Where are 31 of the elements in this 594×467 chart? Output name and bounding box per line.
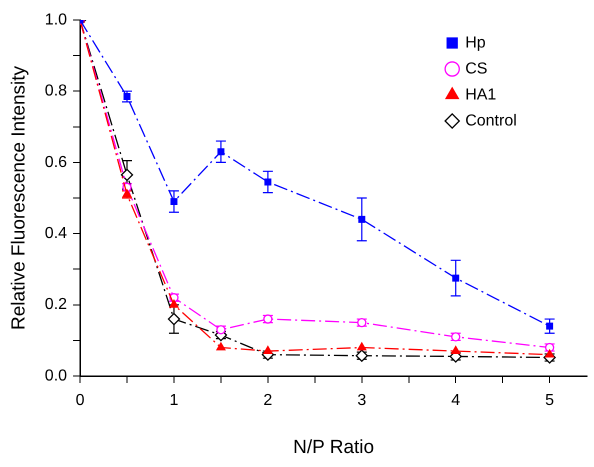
point [120, 168, 134, 182]
y-tick-label: 1.0 [44, 11, 68, 28]
legend-label: HA1 [465, 86, 496, 104]
x-tick-label: 1 [170, 392, 179, 410]
point [452, 274, 460, 282]
point [217, 148, 224, 156]
y-tick-label: 0.0 [44, 367, 68, 384]
point [169, 300, 179, 308]
x-tick-label: 0 [76, 392, 85, 410]
y-tick-label: 0.8 [44, 82, 68, 100]
x-tick-label: 5 [545, 392, 554, 410]
point [357, 342, 366, 350]
x-tick-label: 2 [263, 392, 272, 410]
point [545, 349, 554, 358]
point [216, 342, 226, 350]
y-tick-label: 0.2 [44, 296, 68, 314]
y-tick-label: 0.6 [44, 154, 68, 171]
y-tick-label: 0.4 [44, 225, 68, 242]
point [451, 346, 460, 354]
x-axis-title: N/P Ratio [293, 436, 374, 458]
legend-label: Hp [465, 34, 486, 52]
x-tick-label: 4 [451, 392, 460, 410]
legend-label: Control [465, 112, 517, 130]
point [170, 198, 178, 206]
y-axis-title: Relative Fluorescence Intensity [8, 65, 30, 330]
point [168, 312, 180, 326]
point [264, 178, 272, 186]
point [263, 346, 272, 354]
x-tick-label: 3 [357, 392, 366, 410]
legend-label: CS [465, 60, 488, 78]
point [358, 216, 366, 223]
